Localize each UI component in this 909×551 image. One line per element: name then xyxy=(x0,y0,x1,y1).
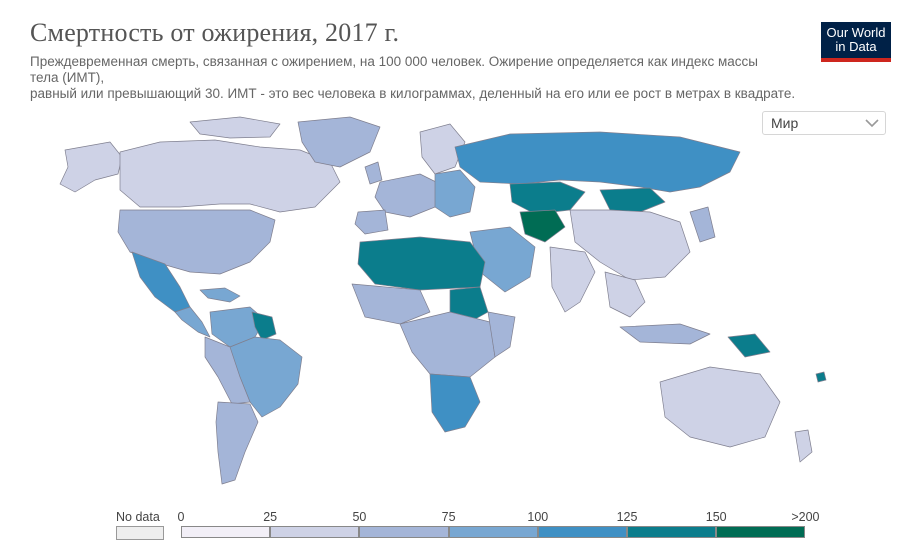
subtitle-line: равный или превышающий 30. ИМТ - это вес… xyxy=(30,86,796,101)
legend-no-data-swatch xyxy=(116,526,164,540)
legend-color-bin[interactable] xyxy=(716,526,806,538)
legend-threshold-label: 150 xyxy=(705,510,727,524)
region-central-africa[interactable] xyxy=(399,311,496,378)
region-uk[interactable] xyxy=(364,161,383,185)
region-guianas[interactable] xyxy=(251,311,277,341)
legend-threshold-label: 75 xyxy=(441,510,456,524)
legend-color-bin[interactable] xyxy=(537,526,627,538)
legend-color-bin[interactable] xyxy=(181,526,271,538)
region-alaska[interactable] xyxy=(59,141,123,193)
subtitle: Преждевременная смерть, связанная с ожир… xyxy=(30,54,830,102)
region-central-asia[interactable] xyxy=(519,209,566,243)
region-select[interactable]: Мир xyxy=(762,111,886,135)
logo-line: Our World xyxy=(826,25,886,40)
region-caribbean[interactable] xyxy=(199,287,241,303)
region-eastern-europe[interactable] xyxy=(434,169,476,218)
region-kazakhstan[interactable] xyxy=(509,181,586,215)
region-canada-islands[interactable] xyxy=(189,116,281,139)
region-new-zealand[interactable] xyxy=(794,429,813,463)
region-select-value: Мир xyxy=(771,115,799,131)
legend-threshold-label: 50 xyxy=(352,510,367,524)
subtitle-line: тела (ИМТ), xyxy=(30,70,105,85)
legend-color-bin[interactable] xyxy=(359,526,449,538)
region-pacific-islands[interactable] xyxy=(815,371,827,383)
region-mongolia[interactable] xyxy=(599,187,666,213)
region-korea-japan[interactable] xyxy=(689,206,716,243)
region-greenland[interactable] xyxy=(297,116,381,168)
legend-color-bin[interactable] xyxy=(448,526,538,538)
region-russia[interactable] xyxy=(454,131,741,193)
owid-logo[interactable]: Our World in Data xyxy=(821,22,891,62)
legend-no-data-label: No data xyxy=(116,510,160,524)
legend-color-bin[interactable] xyxy=(627,526,717,538)
legend: No data 0 25 50 75 100 125 150 >200 xyxy=(0,500,909,551)
page-title: Смертность от ожирения, 2017 г. xyxy=(30,18,400,47)
legend-threshold-label: 100 xyxy=(527,510,549,524)
region-indonesia[interactable] xyxy=(619,323,711,345)
region-china[interactable] xyxy=(569,209,691,281)
region-north-africa[interactable] xyxy=(357,236,486,291)
legend-threshold-label: 25 xyxy=(263,510,278,524)
chevron-down-icon xyxy=(865,119,879,128)
region-papua[interactable] xyxy=(727,333,771,358)
legend-color-bin[interactable] xyxy=(270,526,360,538)
region-scandinavia[interactable] xyxy=(419,123,466,175)
world-map[interactable] xyxy=(40,112,840,492)
region-southeast-asia[interactable] xyxy=(604,271,646,318)
region-australia[interactable] xyxy=(659,366,781,448)
region-west-africa[interactable] xyxy=(351,283,431,325)
region-canada[interactable] xyxy=(119,139,341,213)
subtitle-line: Преждевременная смерть, связанная с ожир… xyxy=(30,54,758,69)
legend-threshold-label: >200 xyxy=(791,510,820,524)
legend-threshold-label: 125 xyxy=(616,510,638,524)
region-east-africa[interactable] xyxy=(487,311,516,358)
region-india[interactable] xyxy=(549,246,596,313)
logo-line: in Data xyxy=(835,39,877,54)
region-peru-bolivia[interactable] xyxy=(204,336,251,405)
logo-accent-bar xyxy=(821,58,891,62)
region-iberia[interactable] xyxy=(354,209,389,235)
region-usa[interactable] xyxy=(117,209,276,275)
region-argentina-chile[interactable] xyxy=(215,401,259,485)
region-sudan[interactable] xyxy=(449,286,489,323)
legend-threshold-label: 0 xyxy=(177,510,185,524)
region-central-america[interactable] xyxy=(174,306,211,338)
region-western-europe[interactable] xyxy=(374,173,441,218)
region-southern-africa[interactable] xyxy=(429,373,481,433)
